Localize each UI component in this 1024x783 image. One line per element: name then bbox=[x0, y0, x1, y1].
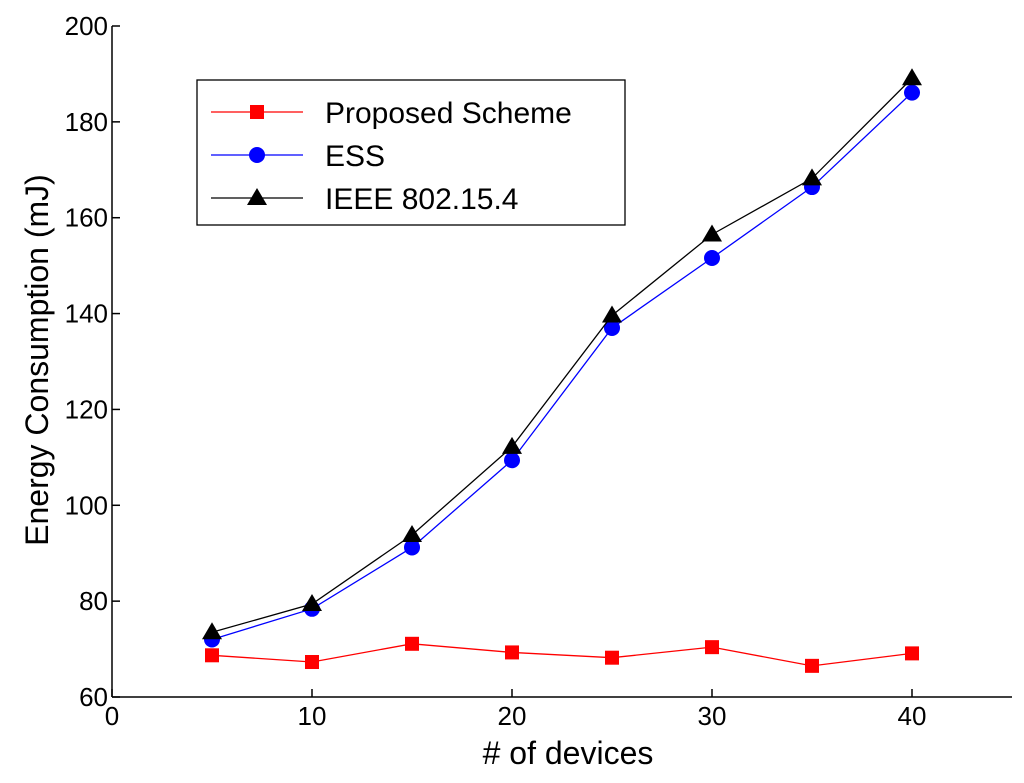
data-point bbox=[604, 319, 620, 336]
legend-entry: Proposed Scheme bbox=[211, 97, 572, 130]
data-point bbox=[702, 224, 722, 242]
data-point bbox=[902, 68, 922, 86]
legend-label: Proposed Scheme bbox=[325, 97, 572, 130]
series-2 bbox=[202, 68, 922, 640]
y-tick-label: 200 bbox=[65, 11, 108, 41]
y-tick-label: 60 bbox=[79, 682, 108, 712]
series-0 bbox=[205, 636, 919, 673]
y-tick-label: 180 bbox=[65, 107, 108, 137]
data-point bbox=[605, 650, 619, 665]
legend-box bbox=[196, 79, 626, 226]
data-point bbox=[405, 636, 419, 651]
data-point bbox=[705, 640, 719, 655]
legend-entry: ESS bbox=[211, 140, 385, 173]
x-axis-title: # of devices bbox=[483, 735, 654, 771]
x-tick-label: 30 bbox=[698, 701, 727, 731]
data-point bbox=[305, 655, 319, 670]
data-point bbox=[205, 648, 219, 663]
legend-entry: IEEE 802.15.4 bbox=[211, 183, 518, 216]
series-line bbox=[211, 77, 913, 633]
legend-label: IEEE 802.15.4 bbox=[325, 183, 518, 216]
legend-marker bbox=[247, 188, 267, 205]
axes: 60 80 100 120 140 160 180 200 0 10 20 30 40 bbox=[65, 11, 1012, 731]
x-tick-label: 10 bbox=[298, 701, 327, 731]
data-point bbox=[302, 594, 322, 612]
data-point bbox=[402, 525, 422, 543]
legend-label: ESS bbox=[325, 140, 385, 173]
series-line bbox=[211, 643, 913, 667]
y-axis-title: Energy Consumption (mJ) bbox=[19, 174, 55, 546]
y-tick-label: 80 bbox=[79, 586, 108, 616]
x-tick-label: 20 bbox=[498, 701, 527, 731]
data-point bbox=[802, 168, 822, 186]
y-tick-label: 120 bbox=[65, 394, 108, 424]
data-point bbox=[805, 658, 819, 673]
data-point bbox=[704, 249, 720, 266]
y-tick-label: 160 bbox=[65, 203, 108, 233]
x-tick-label: 40 bbox=[898, 701, 927, 731]
data-point bbox=[505, 645, 519, 660]
legend: Proposed Scheme ESS IEEE 802.15.4 bbox=[196, 79, 626, 226]
y-tick-label: 100 bbox=[65, 490, 108, 520]
series-line bbox=[211, 92, 913, 641]
series-layer bbox=[202, 68, 922, 673]
data-point bbox=[502, 436, 522, 454]
y-tick-label: 140 bbox=[65, 299, 108, 329]
data-point bbox=[404, 539, 420, 556]
data-point bbox=[202, 622, 222, 640]
legend-marker bbox=[250, 105, 264, 119]
data-point bbox=[602, 305, 622, 323]
data-point bbox=[905, 646, 919, 661]
x-tick-label: 0 bbox=[105, 701, 119, 731]
legend-marker bbox=[249, 147, 265, 163]
data-point bbox=[504, 452, 520, 469]
data-point bbox=[904, 84, 920, 101]
